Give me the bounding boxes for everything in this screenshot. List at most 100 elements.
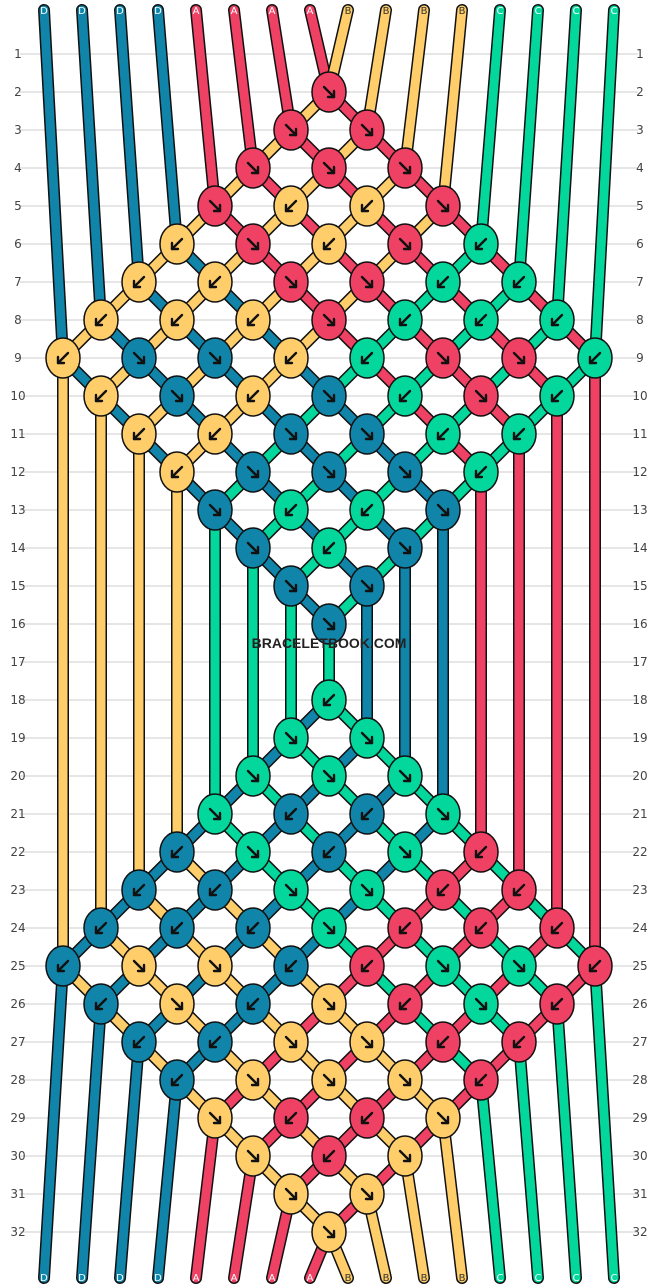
knot-arrow-icon — [322, 85, 336, 99]
knot — [235, 1059, 271, 1101]
strand-label-top: B — [383, 6, 390, 17]
knot — [577, 945, 613, 987]
knot — [425, 489, 461, 531]
knot-arrow-icon — [170, 237, 184, 251]
arrow-head-icon — [326, 773, 336, 783]
knot — [501, 261, 537, 303]
knot — [501, 413, 537, 455]
knot-arrow-icon — [170, 845, 184, 859]
arrow-head-icon — [474, 317, 484, 327]
knot — [235, 147, 271, 189]
arrow-head-icon — [250, 773, 260, 783]
row-label-left: 15 — [10, 579, 25, 593]
arrow-head-icon — [360, 355, 370, 365]
knot-arrow-icon — [474, 1073, 488, 1087]
knot — [539, 907, 575, 949]
knot-arrow-icon — [550, 389, 564, 403]
knot — [273, 869, 309, 911]
knot-arrow-icon — [512, 275, 526, 289]
knot — [235, 223, 271, 265]
row-label-right: 19 — [632, 731, 647, 745]
arrow-head-icon — [326, 89, 336, 99]
arrow-head-icon — [326, 393, 336, 403]
knot-arrow-icon — [284, 123, 298, 137]
strand-label-bottom: B — [459, 1273, 466, 1284]
arrow-head-icon — [56, 963, 66, 973]
knot-arrow-icon — [246, 465, 260, 479]
knot — [273, 109, 309, 151]
knot — [121, 1021, 157, 1063]
strand-label-top: B — [459, 6, 466, 17]
knot-arrow-icon — [246, 237, 260, 251]
knot-arrow-icon — [360, 959, 374, 973]
arrow-head-icon — [322, 545, 332, 555]
arrow-head-icon — [326, 317, 336, 327]
knot-arrow-icon — [398, 769, 412, 783]
knot-arrow-icon — [474, 237, 488, 251]
arrow-head-icon — [132, 887, 142, 897]
arrow-head-icon — [246, 317, 256, 327]
arrow-head-icon — [170, 469, 180, 479]
knot-arrow-icon — [322, 465, 336, 479]
arrow-head-icon — [364, 431, 374, 441]
row-label-left: 13 — [10, 503, 25, 517]
knot — [273, 1173, 309, 1215]
knot — [349, 1097, 385, 1139]
arrow-head-icon — [360, 811, 370, 821]
strand-label-bottom: B — [345, 1273, 352, 1284]
knot-arrow-icon — [132, 427, 146, 441]
knot — [387, 1135, 423, 1177]
row-label-right: 5 — [636, 199, 644, 213]
knot — [501, 337, 537, 379]
knot — [387, 755, 423, 797]
knot — [349, 261, 385, 303]
row-label-right: 13 — [632, 503, 647, 517]
knot-arrow-icon — [284, 427, 298, 441]
knot — [501, 869, 537, 911]
arrow-head-icon — [588, 963, 598, 973]
row-label-right: 16 — [632, 617, 647, 631]
knot-arrow-icon — [284, 579, 298, 593]
knot-arrow-icon — [208, 959, 222, 973]
knot — [311, 299, 347, 341]
arrow-head-icon — [550, 925, 560, 935]
arrow-head-icon — [398, 393, 408, 403]
knot-arrow-icon — [322, 1225, 336, 1239]
knot — [197, 261, 233, 303]
row-label-right: 15 — [632, 579, 647, 593]
knot — [273, 1097, 309, 1139]
row-label-right: 26 — [632, 997, 647, 1011]
knot — [273, 565, 309, 607]
row-label-left: 17 — [10, 655, 25, 669]
knot — [349, 945, 385, 987]
knot-arrow-icon — [360, 123, 374, 137]
arrow-head-icon — [512, 431, 522, 441]
knot — [273, 717, 309, 759]
strand-label-top: D — [154, 6, 162, 17]
arrow-head-icon — [364, 583, 374, 593]
knot-arrow-icon — [132, 275, 146, 289]
knot-arrow-icon — [512, 883, 526, 897]
row-label-right: 9 — [636, 351, 644, 365]
knot — [425, 869, 461, 911]
arrow-head-icon — [364, 735, 374, 745]
knot — [197, 489, 233, 531]
knot — [197, 1097, 233, 1139]
knot-arrow-icon — [322, 1073, 336, 1087]
row-label-right: 30 — [632, 1149, 647, 1163]
knot-arrow-icon — [322, 617, 336, 631]
knot-arrow-icon — [398, 389, 412, 403]
knot-arrow-icon — [512, 1035, 526, 1049]
arrow-head-icon — [322, 697, 332, 707]
row-label-right: 7 — [636, 275, 644, 289]
knot-arrow-icon — [436, 351, 450, 365]
knot — [501, 1021, 537, 1063]
strand-label-top: D — [40, 6, 48, 17]
row-label-right: 11 — [632, 427, 647, 441]
strand-label-bottom: A — [231, 1273, 238, 1284]
knot-arrow-icon — [436, 275, 450, 289]
row-label-left: 1 — [14, 47, 22, 61]
row-label-left: 24 — [10, 921, 25, 935]
arrow-head-icon — [402, 241, 412, 251]
strand-label-top: A — [193, 6, 200, 17]
